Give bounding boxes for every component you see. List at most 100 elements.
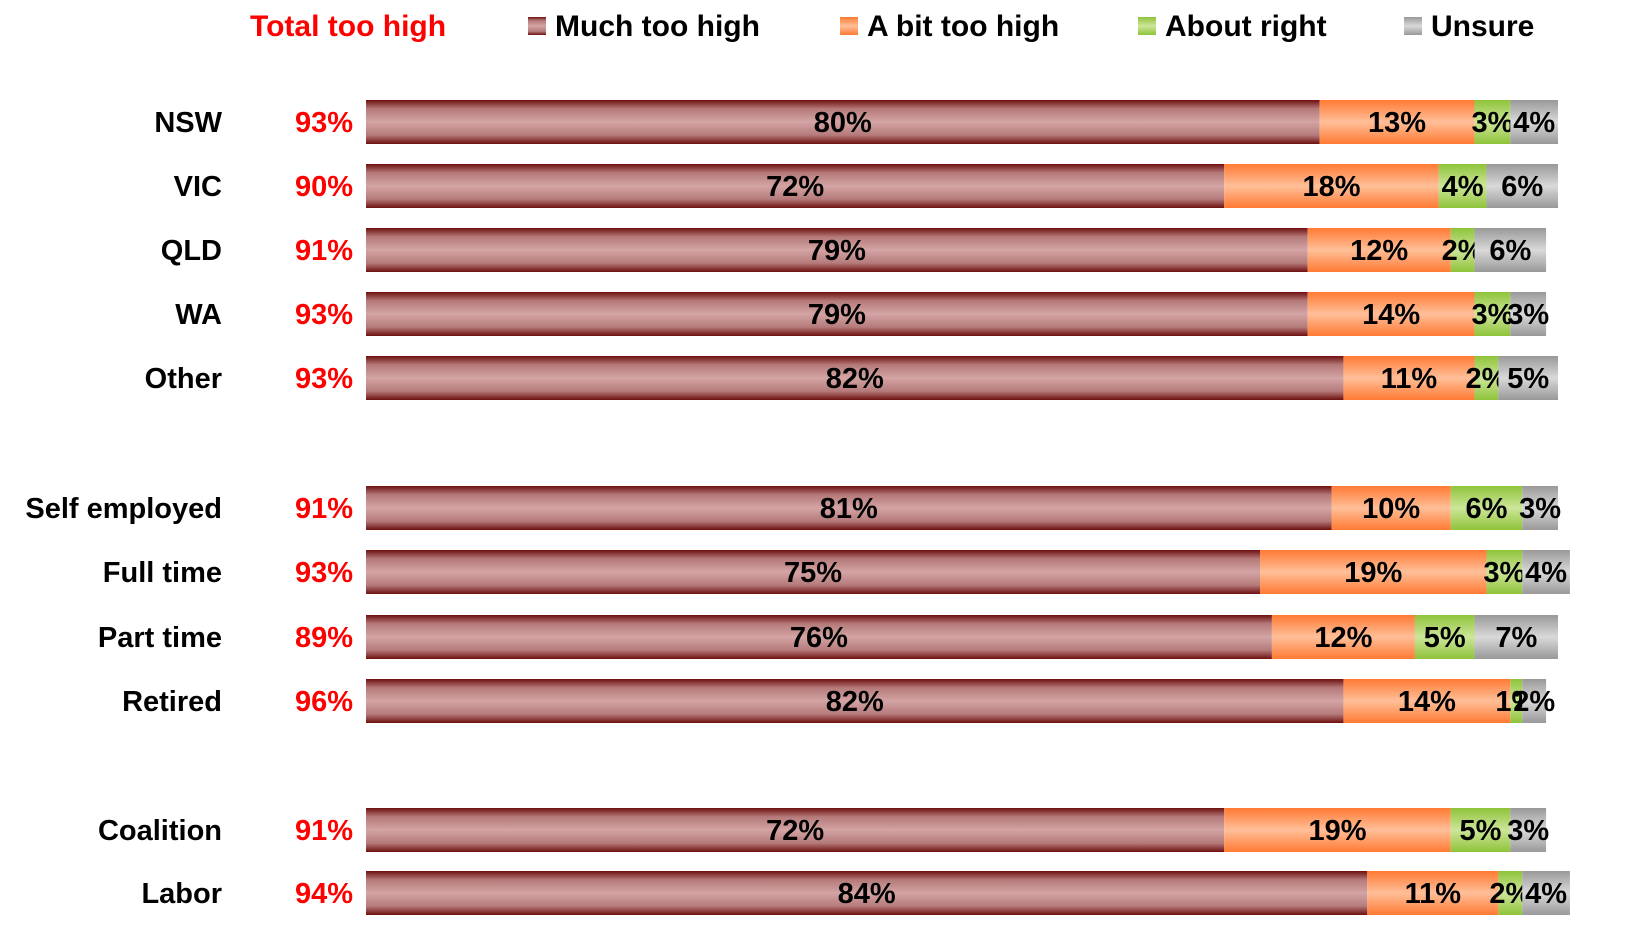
bar-qld-much-too-high — [366, 228, 1308, 272]
bar-coalition-much-too-high — [366, 808, 1225, 852]
data-label-retired-unsure: 2% — [1513, 686, 1555, 718]
bar-nsw-much-too-high — [366, 100, 1320, 144]
data-label-retired-a-bit-too-high: 14% — [1398, 686, 1456, 718]
data-label-wa-unsure: 3% — [1507, 299, 1549, 331]
legend-swatch-much-too-high — [528, 17, 546, 35]
bar-full-time-a-bit-too-high — [1260, 550, 1487, 594]
bar-labor-a-bit-too-high — [1367, 871, 1499, 915]
data-label-full-time-about-right: 3% — [1483, 557, 1525, 589]
bar-nsw-a-bit-too-high — [1319, 100, 1475, 144]
bar-retired-a-bit-too-high — [1343, 679, 1511, 723]
total-too-high-vic: 90% — [295, 171, 353, 203]
data-label-self-employed-a-bit-too-high: 10% — [1362, 493, 1420, 525]
bar-other-much-too-high — [366, 356, 1344, 400]
category-label-nsw: NSW — [154, 107, 222, 139]
legend-about-right: About right — [1165, 10, 1327, 43]
bar-qld-about-right — [1450, 228, 1475, 272]
bar-qld-unsure — [1474, 228, 1547, 272]
data-label-wa-much-too-high: 79% — [808, 299, 866, 331]
total-too-high-nsw: 93% — [295, 107, 353, 139]
bar-qld-a-bit-too-high — [1307, 228, 1451, 272]
legend-swatch-a-bit-too-high — [840, 17, 858, 35]
data-label-part-time-much-too-high: 76% — [790, 622, 848, 654]
data-label-qld-a-bit-too-high: 12% — [1350, 235, 1408, 267]
category-label-vic: VIC — [174, 171, 222, 203]
bar-wa-unsure — [1510, 292, 1547, 336]
data-label-full-time-unsure: 4% — [1525, 557, 1567, 589]
bar-vic-unsure — [1486, 164, 1558, 208]
bar-wa-much-too-high — [366, 292, 1308, 336]
total-too-high-full-time: 93% — [295, 557, 353, 589]
category-label-coalition: Coalition — [98, 815, 222, 847]
data-label-vic-a-bit-too-high: 18% — [1302, 171, 1360, 203]
data-label-other-a-bit-too-high: 11% — [1381, 363, 1438, 395]
legend-total-too-high: Total too high — [250, 10, 446, 43]
data-label-wa-about-right: 3% — [1471, 299, 1513, 331]
bar-vic-about-right — [1438, 164, 1487, 208]
bar-part-time-a-bit-too-high — [1271, 615, 1415, 659]
bar-labor-about-right — [1498, 871, 1523, 915]
data-label-part-time-a-bit-too-high: 12% — [1314, 622, 1372, 654]
data-label-vic-about-right: 4% — [1442, 171, 1484, 203]
data-label-self-employed-unsure: 3% — [1519, 493, 1561, 525]
bar-vic-a-bit-too-high — [1224, 164, 1439, 208]
bar-other-unsure — [1498, 356, 1558, 400]
legend-swatch-about-right — [1138, 17, 1156, 35]
bar-full-time-about-right — [1486, 550, 1523, 594]
data-label-labor-unsure: 4% — [1525, 878, 1567, 910]
bar-self-employed-about-right — [1450, 486, 1523, 530]
data-label-qld-unsure: 6% — [1489, 235, 1531, 267]
bar-vic-much-too-high — [366, 164, 1225, 208]
category-label-self-employed: Self employed — [25, 493, 222, 525]
data-label-other-unsure: 5% — [1507, 363, 1549, 395]
data-label-qld-much-too-high: 79% — [808, 235, 866, 267]
data-label-coalition-a-bit-too-high: 19% — [1308, 815, 1366, 847]
data-label-full-time-a-bit-too-high: 19% — [1344, 557, 1402, 589]
legend-swatch-unsure — [1404, 17, 1422, 35]
data-label-coalition-much-too-high: 72% — [766, 815, 824, 847]
total-too-high-qld: 91% — [295, 235, 353, 267]
bar-self-employed-much-too-high — [366, 486, 1332, 530]
legend-a-bit-too-high: A bit too high — [867, 10, 1059, 43]
total-too-high-wa: 93% — [295, 299, 353, 331]
bar-retired-about-right — [1510, 679, 1523, 723]
data-label-wa-a-bit-too-high: 14% — [1362, 299, 1420, 331]
total-too-high-coalition: 91% — [295, 815, 353, 847]
bar-rows: NSW 93% 80% 13% 3% 4%VIC 90% 72% 18% 4% 6%QLD 91% 79… — [25, 100, 1570, 915]
data-label-self-employed-much-too-high: 81% — [820, 493, 878, 525]
bar-coalition-about-right — [1450, 808, 1511, 852]
bar-nsw-about-right — [1474, 100, 1511, 144]
category-label-full-time: Full time — [103, 557, 222, 589]
data-label-part-time-about-right: 5% — [1424, 622, 1466, 654]
total-too-high-self-employed: 91% — [295, 493, 353, 525]
bar-self-employed-a-bit-too-high — [1331, 486, 1451, 530]
legend-unsure: Unsure — [1431, 10, 1534, 43]
data-label-retired-much-too-high: 82% — [826, 686, 884, 718]
total-too-high-retired: 96% — [295, 686, 353, 718]
category-label-retired: Retired — [122, 686, 222, 718]
bar-wa-a-bit-too-high — [1307, 292, 1475, 336]
category-label-other: Other — [145, 363, 222, 395]
data-label-full-time-much-too-high: 75% — [784, 557, 842, 589]
bar-self-employed-unsure — [1522, 486, 1558, 530]
data-label-self-employed-about-right: 6% — [1466, 493, 1508, 525]
total-too-high-other: 93% — [295, 363, 353, 395]
category-label-wa: WA — [175, 299, 222, 331]
data-label-vic-unsure: 6% — [1501, 171, 1543, 203]
legend-much-too-high: Much too high — [555, 10, 760, 43]
category-label-qld: QLD — [161, 235, 222, 267]
bar-other-a-bit-too-high — [1343, 356, 1475, 400]
total-too-high-labor: 94% — [295, 878, 353, 910]
bar-retired-much-too-high — [366, 679, 1344, 723]
bar-labor-much-too-high — [366, 871, 1368, 915]
bar-coalition-a-bit-too-high — [1224, 808, 1451, 852]
bar-full-time-unsure — [1522, 550, 1570, 594]
bar-nsw-unsure — [1510, 100, 1558, 144]
bar-coalition-unsure — [1510, 808, 1547, 852]
bar-other-about-right — [1474, 356, 1499, 400]
total-too-high-part-time: 89% — [295, 622, 353, 654]
data-label-labor-a-bit-too-high: 11% — [1405, 878, 1462, 910]
category-label-labor: Labor — [141, 878, 222, 910]
data-label-coalition-unsure: 3% — [1507, 815, 1549, 847]
